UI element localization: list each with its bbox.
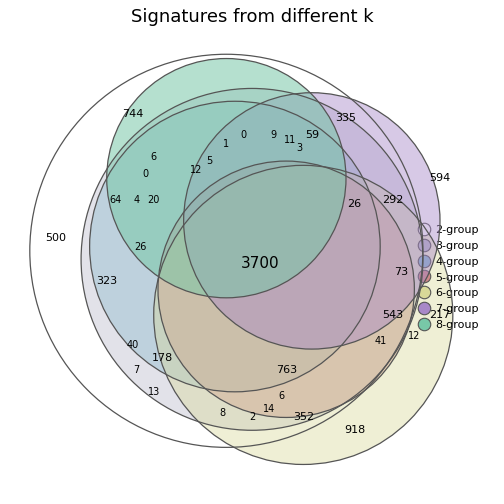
Text: 0: 0: [240, 131, 246, 141]
Text: 12: 12: [191, 165, 203, 174]
Text: 744: 744: [121, 109, 143, 119]
Text: 543: 543: [383, 310, 404, 320]
Text: 73: 73: [395, 267, 409, 277]
Text: 2: 2: [249, 412, 255, 422]
Text: 6: 6: [151, 152, 157, 162]
Circle shape: [107, 58, 346, 298]
Text: 0: 0: [142, 169, 148, 179]
Text: 41: 41: [374, 336, 386, 346]
Text: 323: 323: [96, 276, 117, 286]
Text: 335: 335: [336, 113, 356, 123]
Text: 5: 5: [206, 156, 212, 166]
Text: 4: 4: [134, 195, 140, 205]
Text: 12: 12: [408, 331, 420, 341]
Text: 59: 59: [305, 131, 319, 141]
Text: 594: 594: [429, 173, 451, 183]
Text: 178: 178: [152, 353, 173, 363]
Circle shape: [81, 88, 423, 430]
Circle shape: [90, 101, 380, 392]
Text: 26: 26: [135, 241, 147, 251]
Circle shape: [183, 93, 440, 349]
Text: 64: 64: [109, 195, 121, 205]
Text: 352: 352: [293, 412, 314, 422]
Legend: 2-group, 3-group, 4-group, 5-group, 6-group, 7-group, 8-group: 2-group, 3-group, 4-group, 5-group, 6-gr…: [416, 222, 481, 332]
Text: 763: 763: [276, 365, 297, 375]
Text: 3700: 3700: [241, 256, 280, 271]
Text: 14: 14: [263, 404, 275, 414]
Text: 7: 7: [134, 365, 140, 375]
Text: 918: 918: [344, 425, 365, 435]
Text: 8: 8: [219, 408, 225, 418]
Circle shape: [154, 165, 453, 465]
Text: 11: 11: [284, 135, 296, 145]
Title: Signatures from different k: Signatures from different k: [131, 8, 373, 26]
Text: 3: 3: [296, 143, 302, 153]
Text: 26: 26: [347, 199, 361, 209]
Circle shape: [158, 161, 414, 417]
Text: 217: 217: [429, 310, 451, 320]
Text: 500: 500: [45, 233, 66, 243]
Text: 1: 1: [223, 139, 229, 149]
Text: 292: 292: [383, 195, 404, 205]
Text: 13: 13: [148, 387, 160, 397]
Text: 20: 20: [148, 195, 160, 205]
Text: 6: 6: [279, 391, 285, 401]
Text: 40: 40: [126, 340, 139, 350]
Text: 9: 9: [270, 131, 276, 141]
